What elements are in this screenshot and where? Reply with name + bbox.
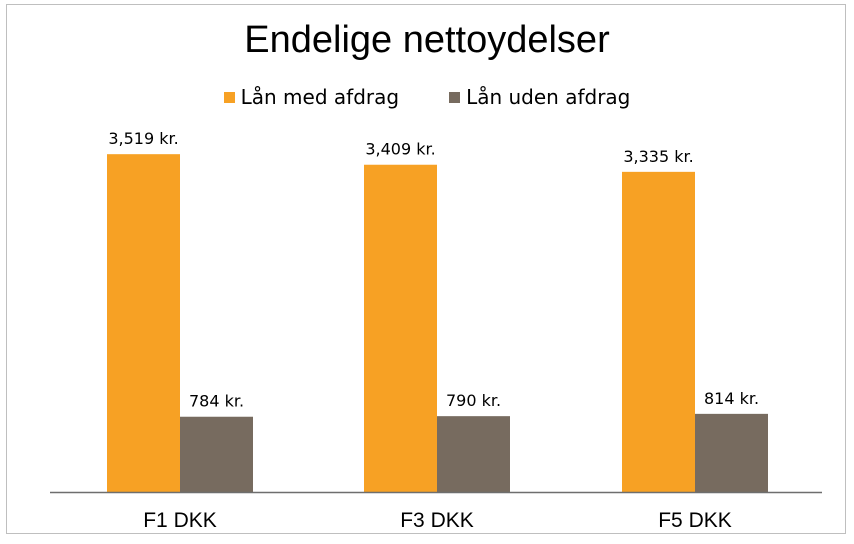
chart-title: Endelige nettoydelser: [244, 19, 610, 61]
data-label-s1-c2: 3,409 kr.: [365, 140, 435, 159]
data-label-s1-c3: 3,335 kr.: [623, 147, 693, 166]
legend-swatch-series-2: [449, 91, 461, 103]
x-tick-label-3: F5 DKK: [658, 509, 732, 532]
x-tick-label-1: F1 DKK: [143, 509, 217, 532]
bar-s1-c2: [364, 164, 437, 492]
bar-s1-c1: [107, 154, 180, 492]
data-label-s2-c2: 790 kr.: [446, 391, 501, 410]
legend-label-series-1: Lån med afdrag: [240, 85, 400, 109]
bar-s2-c3: [695, 413, 768, 492]
x-tick-label-2: F3 DKK: [400, 509, 474, 532]
bar-s1-c3: [622, 171, 695, 492]
chart-legend: Lån med afdrag Lån uden afdrag: [7, 85, 847, 109]
legend-swatch-series-1: [223, 91, 235, 103]
data-label-s2-c3: 814 kr.: [704, 389, 759, 408]
data-label-s1-c1: 3,519 kr.: [108, 129, 178, 148]
bar-s2-c2: [437, 416, 510, 492]
legend-item-series-1: Lån med afdrag: [223, 85, 400, 109]
legend-item-series-2: Lån uden afdrag: [449, 85, 630, 109]
bar-s2-c1: [180, 416, 253, 492]
legend-label-series-2: Lån uden afdrag: [466, 85, 631, 109]
data-label-s2-c1: 784 kr.: [189, 392, 244, 411]
